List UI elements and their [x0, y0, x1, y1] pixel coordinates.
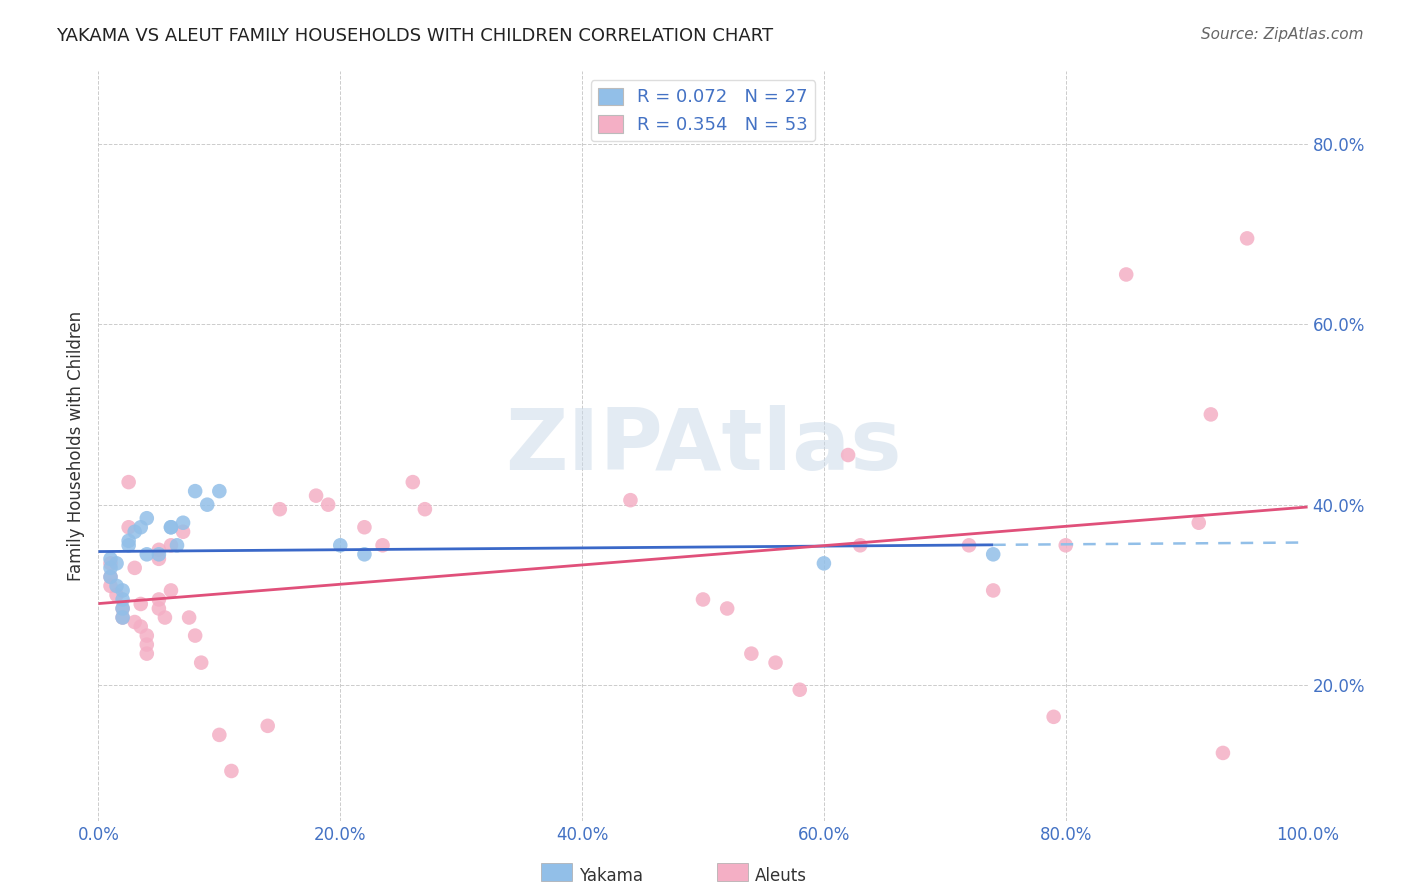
Point	[160, 520, 183, 534]
Point	[190, 656, 212, 670]
Point	[166, 538, 188, 552]
Point	[100, 579, 122, 593]
Point	[135, 511, 157, 525]
Point	[305, 489, 328, 503]
Point	[160, 538, 183, 552]
Point	[981, 547, 1004, 561]
Y-axis label: Family Households with Children: Family Households with Children	[66, 311, 84, 581]
Point	[135, 638, 157, 652]
Point	[371, 538, 394, 552]
Point	[957, 538, 980, 552]
Point	[1115, 268, 1137, 282]
Point	[111, 601, 134, 615]
Point	[329, 538, 352, 552]
Point	[692, 592, 714, 607]
Point	[105, 588, 128, 602]
Point	[789, 682, 811, 697]
Point	[129, 597, 152, 611]
Point	[118, 533, 141, 548]
Point	[208, 728, 231, 742]
Point	[269, 502, 291, 516]
Point	[353, 547, 375, 561]
Point	[208, 484, 231, 499]
Point	[111, 610, 134, 624]
Point	[135, 647, 157, 661]
Point	[105, 579, 128, 593]
Point	[981, 583, 1004, 598]
Point	[1054, 538, 1077, 552]
Point	[221, 764, 243, 778]
Point	[1236, 231, 1258, 245]
Point	[619, 493, 641, 508]
Point	[160, 583, 183, 598]
Point	[153, 610, 176, 624]
Point	[129, 619, 152, 633]
Point	[849, 538, 872, 552]
Point	[124, 615, 146, 629]
Point	[148, 552, 170, 566]
Point	[740, 647, 762, 661]
Point	[1188, 516, 1211, 530]
Point	[148, 592, 170, 607]
Point	[413, 502, 436, 516]
Point	[111, 601, 134, 615]
Point	[184, 484, 207, 499]
Point	[256, 719, 278, 733]
Text: ZIPAtlas: ZIPAtlas	[505, 404, 901, 488]
Point	[813, 557, 835, 571]
Point	[135, 547, 157, 561]
Point	[118, 520, 141, 534]
Point	[1212, 746, 1234, 760]
Point	[765, 656, 787, 670]
Point	[105, 557, 128, 571]
Point	[195, 498, 218, 512]
Point	[172, 516, 194, 530]
Point	[148, 542, 170, 557]
Point	[160, 520, 183, 534]
Point	[129, 520, 152, 534]
Point	[402, 475, 425, 489]
Point	[111, 592, 134, 607]
Point	[1042, 710, 1064, 724]
Point	[100, 561, 122, 575]
Point	[135, 629, 157, 643]
Text: Yakama: Yakama	[579, 867, 644, 885]
Point	[316, 498, 339, 512]
Text: Aleuts: Aleuts	[755, 867, 807, 885]
Point	[148, 547, 170, 561]
Point	[111, 583, 134, 598]
Point	[837, 448, 859, 462]
Point	[716, 601, 738, 615]
Point	[100, 570, 122, 584]
Point	[100, 557, 122, 571]
Point	[124, 524, 146, 539]
Point	[100, 552, 122, 566]
Point	[111, 610, 134, 624]
Point	[1199, 408, 1222, 422]
Point	[172, 524, 194, 539]
Point	[118, 475, 141, 489]
Legend: R = 0.072   N = 27, R = 0.354   N = 53: R = 0.072 N = 27, R = 0.354 N = 53	[591, 80, 815, 142]
Point	[118, 538, 141, 552]
Point	[184, 629, 207, 643]
Point	[148, 601, 170, 615]
Point	[100, 570, 122, 584]
Point	[124, 561, 146, 575]
Text: Source: ZipAtlas.com: Source: ZipAtlas.com	[1201, 27, 1364, 42]
Text: YAKAMA VS ALEUT FAMILY HOUSEHOLDS WITH CHILDREN CORRELATION CHART: YAKAMA VS ALEUT FAMILY HOUSEHOLDS WITH C…	[56, 27, 773, 45]
Point	[353, 520, 375, 534]
Point	[179, 610, 201, 624]
